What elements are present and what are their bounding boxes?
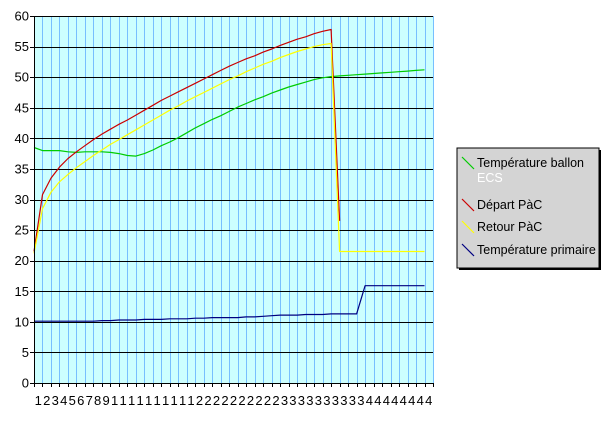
series-line-3 bbox=[33, 42, 425, 254]
x-tick-label: 1 bbox=[35, 393, 42, 408]
y-tick-label: 60 bbox=[15, 9, 29, 24]
x-tick-label: 3 bbox=[281, 393, 288, 408]
y-tick-label: 5 bbox=[22, 345, 29, 360]
x-tick-label: 4 bbox=[60, 393, 67, 408]
x-tick-label: 1 bbox=[179, 393, 186, 408]
series-lines bbox=[33, 28, 425, 322]
x-tick-label: 1 bbox=[136, 393, 143, 408]
x-tick-label: 3 bbox=[323, 393, 330, 408]
x-tick-label: 2 bbox=[255, 393, 262, 408]
x-tick-label: 6 bbox=[77, 393, 84, 408]
x-tick-label: 2 bbox=[247, 393, 254, 408]
x-tick-label: 8 bbox=[94, 393, 101, 408]
x-tick-label: 4 bbox=[425, 393, 432, 408]
x-tick-label: 3 bbox=[349, 393, 356, 408]
x-tick-label: 9 bbox=[103, 393, 110, 408]
y-tick-label: 35 bbox=[15, 161, 29, 176]
x-tick-label: 4 bbox=[383, 393, 390, 408]
x-tick-label: 2 bbox=[264, 393, 271, 408]
y-tick-label: 20 bbox=[15, 253, 29, 268]
legend-label-1-cont: ECS bbox=[477, 171, 503, 185]
x-tick-label: 4 bbox=[408, 393, 415, 408]
x-tick-label: 2 bbox=[230, 393, 237, 408]
x-tick-label: 1 bbox=[153, 393, 160, 408]
x-tick-label: 7 bbox=[86, 393, 93, 408]
legend-box bbox=[456, 147, 600, 269]
legend-swatch-1 bbox=[461, 156, 475, 170]
x-tick-label: 4 bbox=[400, 393, 407, 408]
y-tick-label: 45 bbox=[15, 100, 29, 115]
x-tick-label: 3 bbox=[298, 393, 305, 408]
legend-swatch-2 bbox=[461, 198, 475, 212]
x-tick-label: 1 bbox=[145, 393, 152, 408]
x-tick-label: 3 bbox=[340, 393, 347, 408]
legend-label-2: Départ PàC bbox=[477, 198, 542, 212]
x-tick-label: 5 bbox=[69, 393, 76, 408]
x-tick-label: 2 bbox=[213, 393, 220, 408]
series-line-4 bbox=[34, 285, 425, 322]
y-axis: 0 5 10 15 20 25 30 35 40 45 50 55 60 bbox=[15, 9, 35, 391]
x-tick-label: 2 bbox=[204, 393, 211, 408]
y-tick-label: 40 bbox=[15, 131, 29, 146]
legend-label-3: Retour PàC bbox=[477, 220, 542, 234]
y-tick-label: 15 bbox=[15, 284, 29, 299]
x-tick-label: 3 bbox=[357, 393, 364, 408]
x-tick-label: 1 bbox=[170, 393, 177, 408]
x-tick-label: 1 bbox=[187, 393, 194, 408]
x-tick-label: 3 bbox=[315, 393, 322, 408]
x-tick-label: 4 bbox=[366, 393, 373, 408]
x-tick-label: 2 bbox=[43, 393, 50, 408]
x-tick-label: 3 bbox=[332, 393, 339, 408]
x-tick-label: 4 bbox=[374, 393, 381, 408]
x-tick-label: 3 bbox=[52, 393, 59, 408]
x-tick-label: 2 bbox=[238, 393, 245, 408]
legend-swatch-4 bbox=[461, 243, 475, 257]
y-tick-label: 0 bbox=[22, 376, 29, 391]
x-tick-label: 4 bbox=[391, 393, 398, 408]
x-tick-label: 2 bbox=[196, 393, 203, 408]
x-tick-label: 4 bbox=[417, 393, 424, 408]
legend-label-1: Température ballon bbox=[477, 156, 584, 170]
x-tick-label: 2 bbox=[272, 393, 279, 408]
y-tick-label: 30 bbox=[15, 192, 29, 207]
x-tick-label: 2 bbox=[221, 393, 228, 408]
series-line-2 bbox=[33, 28, 341, 252]
y-tick-label: 55 bbox=[15, 39, 29, 54]
x-tick-label: 3 bbox=[289, 393, 296, 408]
y-tick-label: 50 bbox=[15, 70, 29, 85]
y-tick-label: 10 bbox=[15, 314, 29, 329]
legend-label-4: Température primaire bbox=[477, 243, 596, 257]
x-tick-label: 1 bbox=[128, 393, 135, 408]
x-tick-label: 1 bbox=[111, 393, 118, 408]
x-tick-label: 1 bbox=[120, 393, 127, 408]
x-tick-label: 1 bbox=[162, 393, 169, 408]
legend-swatch-3 bbox=[461, 220, 475, 234]
x-tick-label: 3 bbox=[306, 393, 313, 408]
y-tick-label: 25 bbox=[15, 223, 29, 238]
